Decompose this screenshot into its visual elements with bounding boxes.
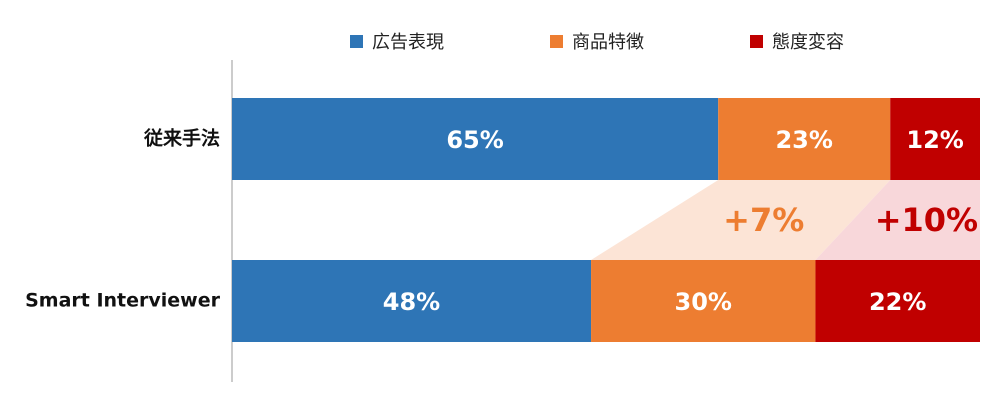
bar-segment bbox=[232, 98, 719, 180]
y-tick-label: Smart Interviewer bbox=[25, 290, 221, 312]
bar-segment bbox=[232, 260, 592, 342]
value-label: 65% bbox=[446, 126, 503, 154]
legend-swatch bbox=[550, 35, 563, 48]
legend-swatch bbox=[350, 35, 363, 48]
change-band bbox=[591, 180, 891, 260]
value-label: 30% bbox=[675, 288, 732, 316]
legend-label: 商品特徴 bbox=[572, 32, 644, 53]
change-label: +10% bbox=[875, 201, 978, 239]
change-band bbox=[815, 180, 980, 260]
bar-segment bbox=[815, 260, 980, 342]
bar-segment bbox=[718, 98, 891, 180]
y-tick-label: 従来手法 bbox=[143, 127, 220, 150]
change-label: +7% bbox=[723, 201, 804, 239]
value-label: 12% bbox=[906, 126, 963, 154]
bar-segment bbox=[890, 98, 980, 180]
legend-label: 態度変容 bbox=[772, 32, 844, 53]
value-label: 22% bbox=[869, 288, 926, 316]
value-label: 48% bbox=[383, 288, 440, 316]
value-label: 23% bbox=[775, 126, 832, 154]
legend-label: 広告表現 bbox=[372, 32, 444, 53]
bar-segment bbox=[591, 260, 816, 342]
legend-swatch bbox=[750, 35, 763, 48]
